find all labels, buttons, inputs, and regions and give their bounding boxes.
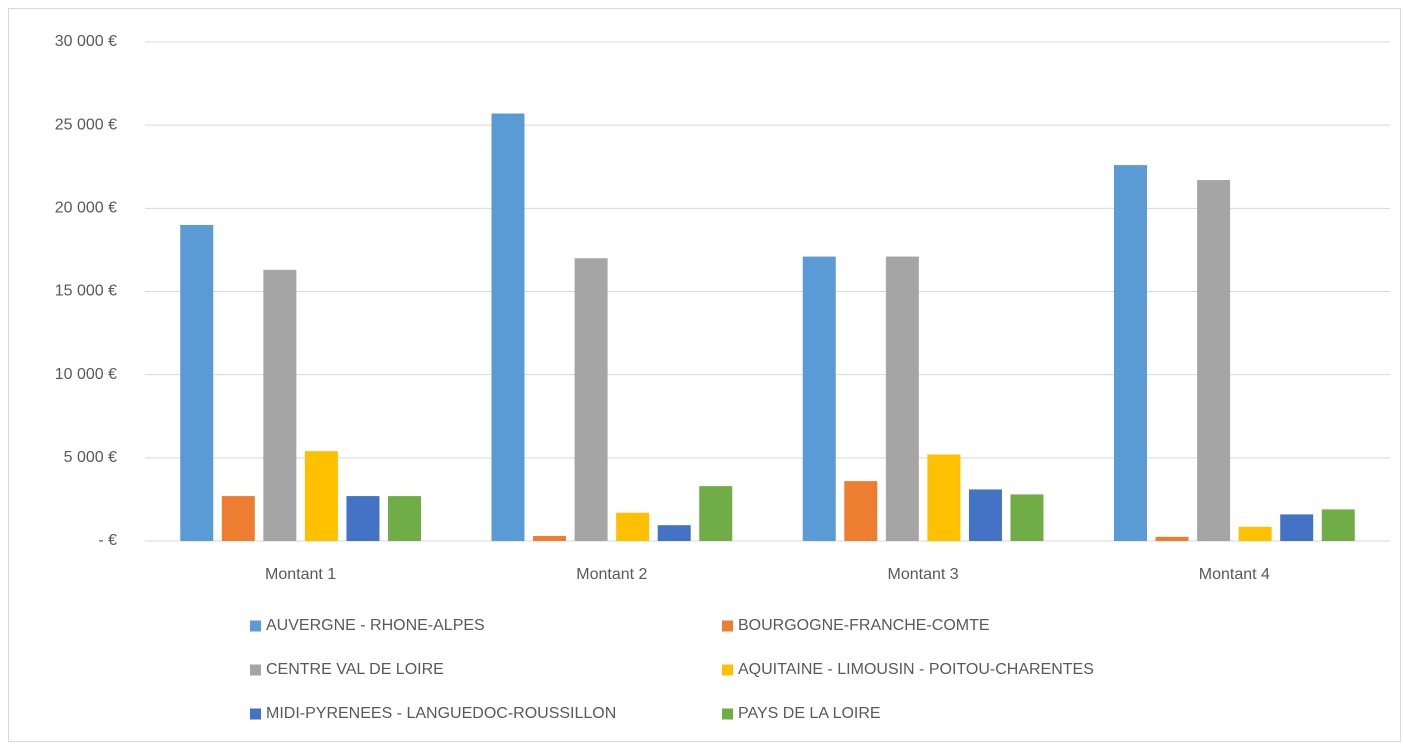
y-tick-label: 10 000 € xyxy=(55,366,117,383)
bar xyxy=(616,512,650,541)
bar xyxy=(1238,526,1272,541)
x-tick-label: Montant 2 xyxy=(576,566,647,583)
bar xyxy=(263,269,297,541)
bar xyxy=(388,496,422,541)
legend-label: AUVERGNE - RHONE-ALPES xyxy=(266,617,485,634)
bar xyxy=(699,486,733,541)
bar xyxy=(844,481,878,541)
x-tick-label: Montant 3 xyxy=(888,566,959,583)
y-tick-label: 5 000 € xyxy=(64,449,117,466)
x-tick-label: Montant 4 xyxy=(1199,566,1270,583)
bar xyxy=(802,256,836,541)
y-tick-label: 30 000 € xyxy=(55,33,117,50)
bar xyxy=(927,454,961,541)
bar xyxy=(180,224,214,541)
legend-swatch xyxy=(250,620,261,632)
bar xyxy=(346,496,380,541)
bar xyxy=(533,536,567,541)
x-tick-label: Montant 1 xyxy=(265,566,336,583)
legend-swatch xyxy=(250,664,261,676)
bar xyxy=(304,451,338,541)
bar xyxy=(1113,165,1147,541)
legend-swatch xyxy=(722,664,733,676)
legend-swatch xyxy=(722,620,733,632)
bar xyxy=(1280,514,1314,541)
bar xyxy=(657,525,691,541)
bar xyxy=(885,256,919,541)
legend-label: PAYS DE LA LOIRE xyxy=(738,705,881,722)
legend-swatch xyxy=(250,708,261,720)
y-tick-label: 20 000 € xyxy=(55,200,117,217)
bar xyxy=(968,489,1002,541)
bar xyxy=(1010,494,1044,541)
bar xyxy=(1321,509,1355,541)
legend-label: BOURGOGNE-FRANCHE-COMTE xyxy=(738,617,990,634)
y-tick-label: 15 000 € xyxy=(55,283,117,300)
bar xyxy=(1197,180,1231,541)
legend-label: CENTRE VAL DE LOIRE xyxy=(266,661,444,678)
bar xyxy=(491,113,525,542)
bar xyxy=(221,496,255,541)
legend-swatch xyxy=(722,708,733,720)
bar xyxy=(1155,536,1189,541)
legend-label: MIDI-PYRENEES - LANGUEDOC-ROUSSILLON xyxy=(266,705,616,722)
legend-label: AQUITAINE - LIMOUSIN - POITOU-CHARENTES xyxy=(738,661,1094,678)
bar xyxy=(574,258,608,541)
y-tick-label: 25 000 € xyxy=(55,116,117,133)
y-tick-label: - € xyxy=(98,532,117,549)
